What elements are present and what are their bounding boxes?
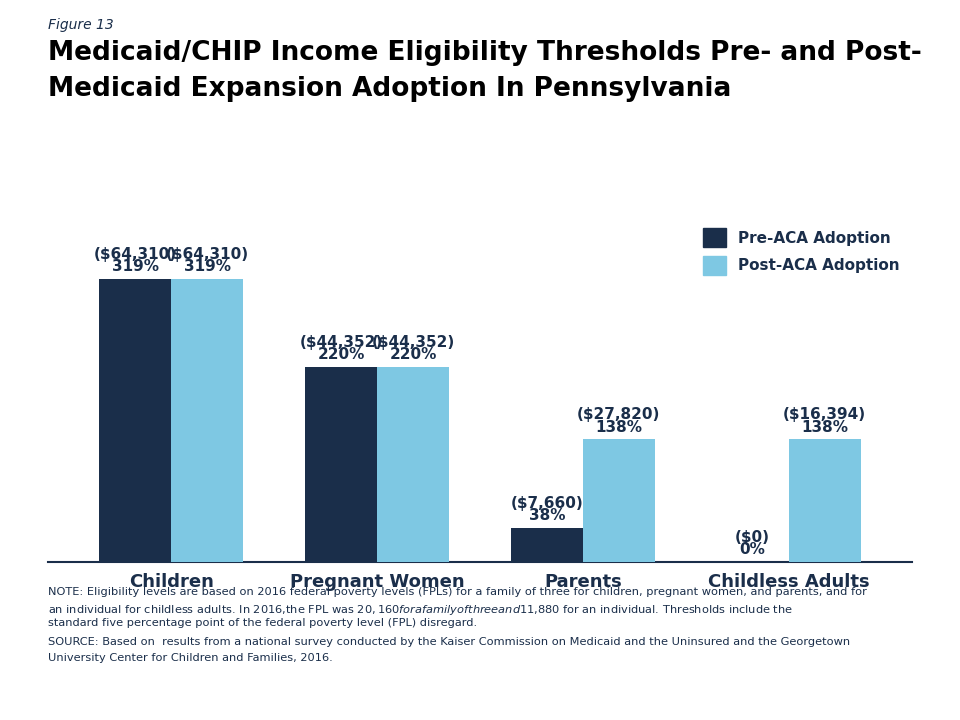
Text: KAISER: KAISER	[837, 652, 905, 671]
Text: NOTE: Eligibility levels are based on 2016 federal poverty levels (FPLs) for a f: NOTE: Eligibility levels are based on 20…	[48, 587, 867, 597]
Text: FAMILY: FAMILY	[839, 672, 903, 690]
Text: ($64,310): ($64,310)	[94, 247, 177, 262]
Text: ($44,352): ($44,352)	[372, 335, 455, 350]
Bar	[172, 279, 244, 562]
Text: THE HENRY J.: THE HENRY J.	[843, 636, 900, 645]
Bar	[305, 366, 377, 562]
Text: SOURCE: Based on  results from a national survey conducted by the Kaiser Commiss: SOURCE: Based on results from a national…	[48, 637, 851, 647]
Text: ($16,394): ($16,394)	[783, 408, 866, 423]
Text: 138%: 138%	[801, 420, 848, 435]
Text: 220%: 220%	[318, 347, 365, 362]
Text: ($27,820): ($27,820)	[577, 408, 660, 423]
Text: an individual for childless adults. In 2016,the FPL was $20,160 for a family of : an individual for childless adults. In 2…	[48, 603, 793, 616]
Text: Figure 13: Figure 13	[48, 18, 113, 32]
Text: ($44,352): ($44,352)	[300, 335, 383, 350]
Text: 220%: 220%	[390, 347, 437, 362]
Bar	[377, 366, 449, 562]
Legend: Pre-ACA Adoption, Post-ACA Adoption: Pre-ACA Adoption, Post-ACA Adoption	[699, 224, 904, 279]
Text: ($7,660): ($7,660)	[511, 496, 584, 511]
Bar	[100, 279, 172, 562]
Text: standard five percentage point of the federal poverty level (FPL) disregard.: standard five percentage point of the fe…	[48, 618, 477, 629]
Text: 319%: 319%	[184, 259, 231, 274]
Text: 0%: 0%	[739, 542, 765, 557]
Text: 38%: 38%	[529, 508, 565, 523]
Text: ($64,310): ($64,310)	[166, 247, 249, 262]
Bar	[583, 439, 655, 562]
Bar	[788, 439, 860, 562]
Text: 319%: 319%	[112, 259, 159, 274]
Bar	[511, 528, 583, 562]
Text: Medicaid Expansion Adoption In Pennsylvania: Medicaid Expansion Adoption In Pennsylva…	[48, 76, 732, 102]
Text: 138%: 138%	[595, 420, 642, 435]
Text: FOUNDATION: FOUNDATION	[843, 692, 900, 701]
Text: Medicaid/CHIP Income Eligibility Thresholds Pre- and Post-: Medicaid/CHIP Income Eligibility Thresho…	[48, 40, 922, 66]
Text: University Center for Children and Families, 2016.: University Center for Children and Famil…	[48, 653, 333, 663]
Text: ($0): ($0)	[735, 530, 770, 545]
